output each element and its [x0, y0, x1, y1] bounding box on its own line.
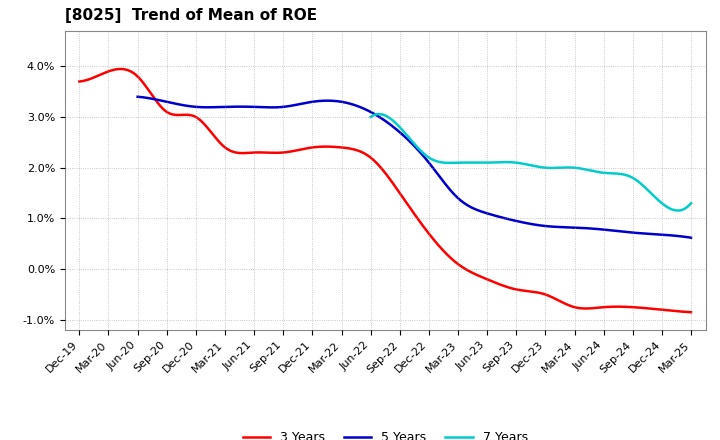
- 3 Years: [408, 207, 416, 213]
- 3 Years: [117, 66, 125, 72]
- 3 Years: [577, 306, 586, 311]
- 7 Years: [366, 114, 375, 120]
- Line: 3 Years: 3 Years: [79, 69, 691, 312]
- 3 Years: [687, 310, 696, 315]
- 3 Years: [673, 308, 682, 314]
- Line: 5 Years: 5 Years: [138, 97, 691, 238]
- 5 Years: [396, 130, 405, 136]
- 3 Years: [371, 158, 379, 164]
- 5 Years: [400, 133, 408, 139]
- Legend: 3 Years, 5 Years, 7 Years: 3 Years, 5 Years, 7 Years: [238, 426, 533, 440]
- 7 Years: [558, 165, 567, 170]
- 3 Years: [75, 79, 84, 84]
- 5 Years: [433, 171, 441, 176]
- 7 Years: [687, 201, 696, 206]
- Line: 7 Years: 7 Years: [371, 114, 691, 211]
- 5 Years: [133, 94, 142, 99]
- 5 Years: [687, 235, 696, 240]
- Text: [8025]  Trend of Mean of ROE: [8025] Trend of Mean of ROE: [65, 7, 317, 23]
- 7 Years: [673, 208, 682, 213]
- 7 Years: [519, 161, 528, 166]
- 7 Years: [629, 176, 638, 181]
- 5 Years: [463, 202, 472, 208]
- 5 Years: [587, 226, 595, 231]
- 7 Years: [521, 161, 530, 167]
- 3 Years: [441, 249, 449, 255]
- 7 Years: [374, 111, 383, 117]
- 5 Years: [673, 233, 682, 238]
- 7 Years: [680, 206, 689, 211]
- 7 Years: [540, 165, 549, 170]
- 3 Years: [366, 155, 375, 161]
